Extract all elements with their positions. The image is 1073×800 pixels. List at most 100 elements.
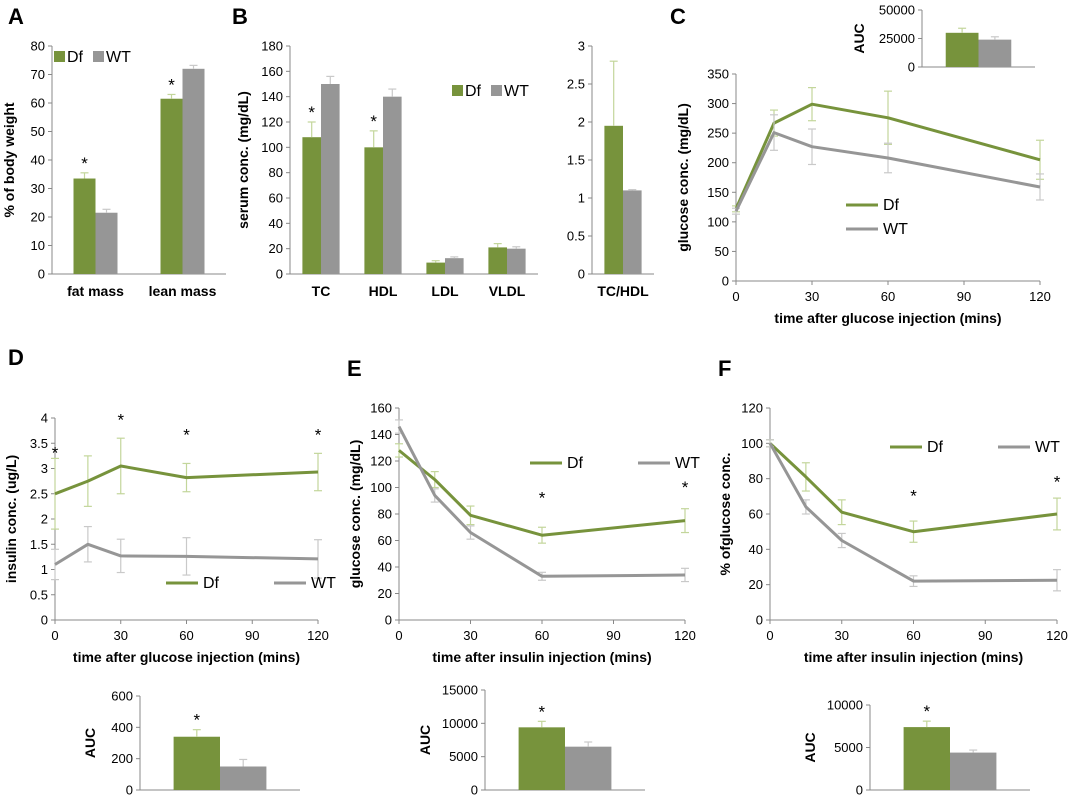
auc-bar-df xyxy=(173,736,220,790)
panel-f: 0 20 40 60 80 100 120 0 30 60 90 120 * * time after in… xyxy=(717,356,1068,665)
y-tick-label: 0 xyxy=(276,267,283,282)
significance-star: * xyxy=(315,426,322,445)
significance-star: * xyxy=(308,103,315,122)
y-tick-label: 2.5 xyxy=(30,486,48,501)
auc-bar-df xyxy=(945,32,979,67)
y-axis-label: % of body weight xyxy=(1,102,17,217)
panel-letter: D xyxy=(8,345,24,370)
y-tick-label: 300 xyxy=(707,96,729,111)
x-category-label: TC/HDL xyxy=(597,283,649,299)
auc-bar-wt xyxy=(978,39,1012,67)
y-tick-label: 40 xyxy=(31,153,45,168)
x-axis-label: time after insulin injection (mins) xyxy=(804,649,1023,665)
bar-wt-ldl xyxy=(445,258,464,274)
y-tick-label: 0 xyxy=(756,613,763,628)
x-tick-label: 30 xyxy=(805,289,819,304)
y-tick-label: 200 xyxy=(111,751,133,766)
y-tick-label: 0 xyxy=(126,783,133,798)
series-line-df xyxy=(54,464,319,496)
y-tick-label: 20 xyxy=(378,586,392,601)
x-tick-label: 0 xyxy=(732,289,739,304)
significance-star: * xyxy=(682,478,689,497)
y-tick-label: 70 xyxy=(31,67,45,82)
x-tick-label: 120 xyxy=(1029,289,1051,304)
x-tick-label: 0 xyxy=(395,628,402,643)
y-tick-label: 100 xyxy=(707,214,729,229)
y-tick-label: 0 xyxy=(722,274,729,289)
x-tick-label: 120 xyxy=(307,628,329,643)
y-tick-label: 10000 xyxy=(442,716,478,731)
legend-label-wt: WT xyxy=(883,221,908,238)
series-line-wt xyxy=(54,542,319,566)
series-line-wt xyxy=(397,425,686,578)
significance-star: * xyxy=(193,711,200,730)
y-tick-label: 0 xyxy=(578,267,585,282)
y-tick-label: 250 xyxy=(707,126,729,141)
y-tick-label: 600 xyxy=(111,689,133,704)
bar-wt-tc-hdl xyxy=(623,190,642,274)
y-tick-label: 0.5 xyxy=(30,587,48,602)
y-tick-label: 80 xyxy=(378,507,392,522)
y-tick-label: 2.5 xyxy=(567,77,585,92)
y-tick-label: 60 xyxy=(31,96,45,111)
panel-letter: C xyxy=(670,4,686,29)
significance-star: * xyxy=(81,154,88,173)
y-tick-label: 1 xyxy=(41,562,48,577)
y-tick-label: 200 xyxy=(707,155,729,170)
significance-star: * xyxy=(168,75,175,94)
legend-label-wt: WT xyxy=(675,455,700,472)
x-tick-label: 90 xyxy=(606,628,620,643)
x-axis-label: time after glucose injection (mins) xyxy=(774,310,1001,326)
y-tick-label: 40 xyxy=(269,216,283,231)
panel-letter: F xyxy=(718,356,731,381)
legend-label-df: Df xyxy=(203,575,220,592)
legend-swatch-df xyxy=(54,51,65,62)
panel-d: 0 0.5 1 1.5 2 2.5 3 3.5 4 0 30 60 90 120 * * * * time afte… xyxy=(3,345,336,665)
x-category-label: TC xyxy=(312,283,331,299)
x-tick-label: 60 xyxy=(881,289,895,304)
x-tick-label: 60 xyxy=(906,628,920,643)
y-axis-label: AUC xyxy=(417,725,433,755)
y-tick-label: 40 xyxy=(378,560,392,575)
y-tick-label: 50000 xyxy=(879,3,915,18)
panel-letter: E xyxy=(347,356,362,381)
y-tick-label: 120 xyxy=(741,401,763,416)
significance-star: * xyxy=(52,443,59,462)
y-tick-label: 80 xyxy=(31,39,45,54)
y-axis-label: glucose conc. (mg/dL) xyxy=(675,103,691,252)
x-category-label: fat mass xyxy=(67,283,124,299)
bar-df-hdl xyxy=(364,147,383,274)
series-line-df xyxy=(734,102,1041,210)
x-tick-label: 0 xyxy=(51,628,58,643)
x-tick-label: 60 xyxy=(535,628,549,643)
y-tick-label: 140 xyxy=(261,89,283,104)
x-tick-label: 30 xyxy=(114,628,128,643)
x-tick-label: 90 xyxy=(245,628,259,643)
y-tick-label: 3 xyxy=(578,39,585,54)
legend-label-wt: WT xyxy=(1035,439,1060,456)
y-tick-label: 60 xyxy=(378,533,392,548)
y-tick-label: 0 xyxy=(856,783,863,798)
legend-label-df: Df xyxy=(883,197,900,214)
y-tick-label: 350 xyxy=(707,67,729,82)
y-tick-label: 40 xyxy=(749,542,763,557)
x-category-label: lean mass xyxy=(149,283,217,299)
y-tick-label: 0.5 xyxy=(567,229,585,244)
legend-label-wt: WT xyxy=(311,575,336,592)
x-tick-label: 30 xyxy=(463,628,477,643)
y-axis-label: AUC xyxy=(802,732,818,762)
y-tick-label: 80 xyxy=(269,165,283,180)
y-tick-label: 100 xyxy=(741,436,763,451)
legend-label-df: Df xyxy=(67,49,84,66)
y-tick-label: 0 xyxy=(38,267,45,282)
y-tick-label: 0 xyxy=(908,60,915,75)
x-category-label: HDL xyxy=(369,283,398,299)
y-tick-label: 1.5 xyxy=(30,537,48,552)
y-tick-label: 5000 xyxy=(449,749,478,764)
legend-swatch-wt xyxy=(491,85,502,96)
bar-df-fat-mass xyxy=(73,178,96,274)
x-tick-label: 30 xyxy=(835,628,849,643)
panel-e: 0 20 40 60 80 100 120 140 160 0 30 60 90 120 * * time af… xyxy=(347,356,700,665)
y-tick-label: 100 xyxy=(261,140,283,155)
